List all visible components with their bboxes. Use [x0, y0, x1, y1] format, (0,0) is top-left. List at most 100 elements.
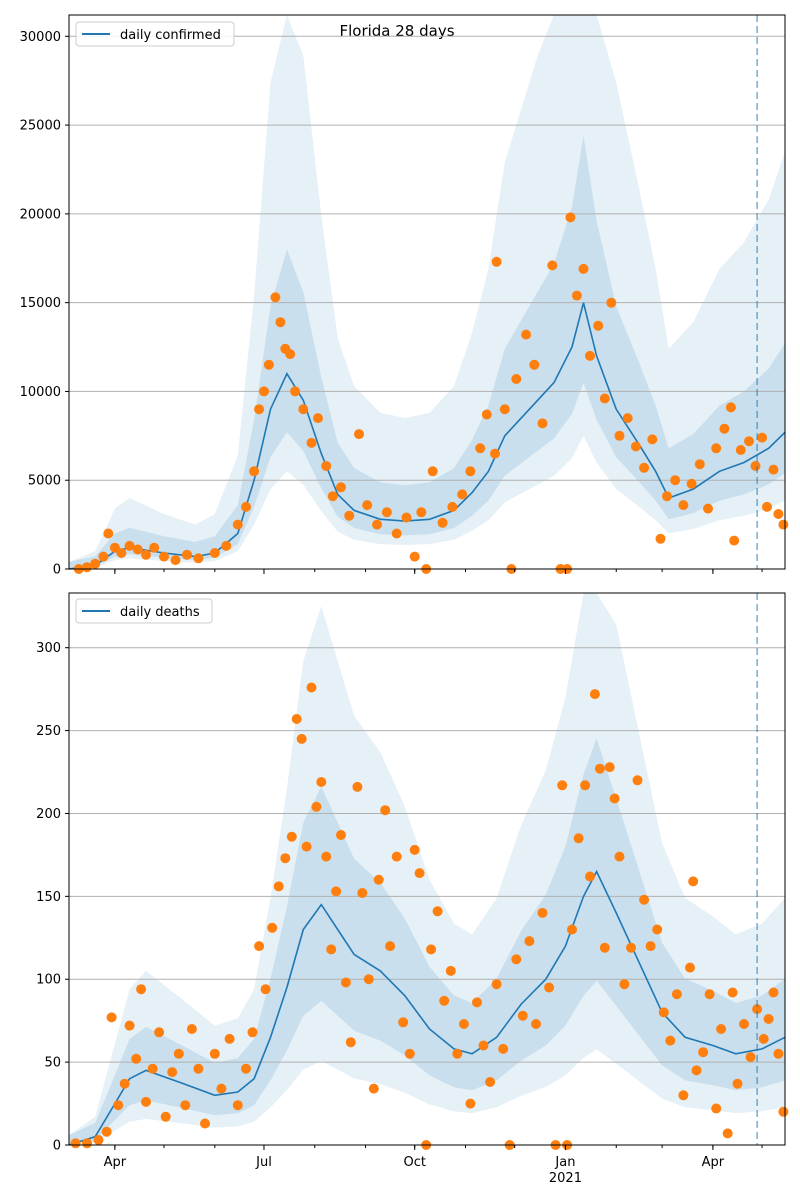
data-point: [658, 1007, 669, 1018]
x-tick-label: Apr: [702, 1155, 725, 1170]
data-point: [267, 922, 278, 933]
y-tick-label: 300: [36, 641, 61, 656]
y-tick-label: 200: [36, 807, 61, 822]
data-point: [685, 962, 695, 973]
data-point: [589, 689, 600, 700]
data-point: [398, 1017, 409, 1028]
y-tick-label: 5000: [28, 474, 61, 489]
data-point: [352, 781, 363, 792]
y-tick-label: 250: [36, 724, 61, 739]
data-point: [391, 851, 402, 862]
y-tick-label: 0: [53, 1139, 61, 1154]
data-point: [557, 780, 568, 791]
data-point: [678, 500, 689, 511]
data-point: [136, 984, 147, 995]
data-point: [193, 1063, 204, 1074]
data-point: [688, 876, 699, 887]
deaths-plot-frame: [68, 592, 786, 1146]
data-point: [686, 478, 697, 489]
data-point: [209, 548, 220, 558]
x-tick-label: Jan: [554, 1155, 575, 1170]
data-point: [773, 509, 784, 519]
data-point: [200, 1118, 210, 1129]
data-point: [478, 1040, 489, 1051]
data-point: [745, 1052, 756, 1063]
data-point: [414, 868, 425, 879]
data-point: [298, 404, 309, 415]
data-point: [599, 393, 610, 404]
data-point: [106, 1012, 117, 1023]
data-point: [565, 212, 576, 223]
data-point: [380, 805, 391, 816]
y-tick-label: 10000: [20, 385, 61, 400]
chart-title: Florida 28 days: [339, 22, 454, 40]
y-tick-label: 50: [44, 1056, 61, 1071]
data-point: [232, 1100, 243, 1111]
data-point: [573, 833, 584, 844]
deaths-legend-label: daily deaths: [120, 605, 200, 620]
data-point: [182, 549, 192, 560]
data-point: [103, 528, 114, 539]
data-point: [426, 944, 437, 955]
data-point: [604, 762, 615, 773]
data-point: [606, 297, 617, 308]
data-point: [385, 941, 396, 952]
confirmed-plot-frame: [68, 14, 786, 570]
data-point: [336, 830, 346, 840]
data-point: [186, 1024, 197, 1034]
data-point: [517, 1010, 528, 1021]
data-point: [416, 507, 427, 518]
deaths-legend: daily deaths: [75, 598, 213, 624]
data-point: [321, 461, 332, 471]
data-point: [280, 853, 291, 864]
data-point: [263, 359, 274, 370]
data-point: [232, 519, 243, 530]
data-point: [437, 517, 448, 528]
data-point: [254, 941, 265, 952]
data-point: [327, 491, 338, 502]
y-tick-label: 30000: [20, 30, 61, 45]
data-point: [221, 540, 232, 551]
data-point: [119, 1078, 130, 1089]
data-point: [499, 404, 510, 415]
data-point: [773, 1048, 784, 1059]
data-point: [326, 944, 337, 955]
data-point: [160, 1111, 171, 1122]
data-point: [768, 464, 779, 475]
data-point: [340, 977, 351, 988]
data-point: [465, 1098, 476, 1109]
confirmed-points: [73, 212, 789, 574]
data-point: [647, 434, 658, 445]
data-point: [141, 549, 151, 560]
data-point: [491, 979, 502, 990]
data-point: [98, 551, 109, 562]
confirmed-bands: [69, 15, 785, 569]
data-point: [622, 413, 633, 424]
data-point: [626, 942, 636, 953]
data-point: [662, 491, 672, 502]
data-point: [585, 350, 595, 361]
data-point: [472, 997, 482, 1008]
data-point: [524, 936, 535, 947]
data-point: [306, 437, 317, 448]
data-point: [241, 501, 251, 512]
deaths-points: [70, 682, 789, 1150]
deaths-y-axis: 0 50 100 150 200 250 300: [36, 641, 69, 1154]
data-point: [744, 436, 754, 447]
data-point: [511, 954, 522, 965]
data-point: [216, 1083, 227, 1094]
data-point: [537, 907, 548, 918]
data-point: [694, 459, 705, 470]
data-point: [331, 886, 342, 897]
data-point: [481, 409, 492, 420]
data-point: [254, 404, 265, 415]
data-point: [124, 540, 135, 551]
x-tick-label: Jul: [255, 1155, 272, 1170]
data-point: [768, 987, 779, 998]
data-point: [537, 418, 548, 429]
data-point: [452, 1048, 463, 1059]
data-point: [729, 535, 740, 546]
data-point: [132, 544, 143, 555]
data-point: [447, 501, 458, 512]
data-point: [409, 551, 420, 562]
